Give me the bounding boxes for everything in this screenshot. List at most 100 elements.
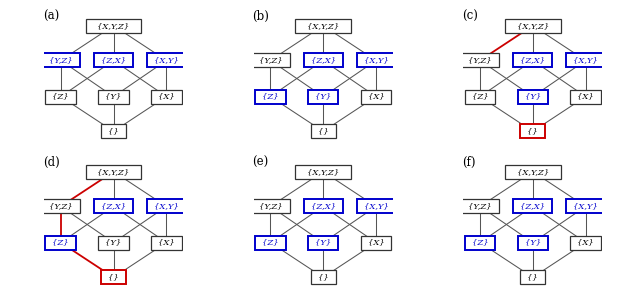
FancyBboxPatch shape <box>518 236 548 250</box>
FancyBboxPatch shape <box>520 124 545 138</box>
Text: {Y}: {Y} <box>106 93 122 101</box>
Text: {Z}: {Z} <box>52 93 69 101</box>
FancyBboxPatch shape <box>101 124 126 138</box>
Text: (d): (d) <box>43 156 60 170</box>
Text: {}: {} <box>318 127 328 135</box>
Text: {Y,Z}: {Y,Z} <box>468 202 492 210</box>
Text: {Z}: {Z} <box>472 238 488 247</box>
FancyBboxPatch shape <box>251 200 290 213</box>
Text: {Y}: {Y} <box>525 238 541 247</box>
Text: {X,Y}: {X,Y} <box>154 202 179 210</box>
Text: {Z}: {Z} <box>262 238 278 247</box>
FancyBboxPatch shape <box>94 53 133 68</box>
FancyBboxPatch shape <box>310 124 336 138</box>
Text: {}: {} <box>108 127 119 135</box>
FancyBboxPatch shape <box>147 53 186 68</box>
FancyBboxPatch shape <box>251 53 290 68</box>
FancyBboxPatch shape <box>99 90 129 104</box>
Text: {Y}: {Y} <box>315 238 332 247</box>
FancyBboxPatch shape <box>151 236 182 250</box>
FancyBboxPatch shape <box>94 200 133 213</box>
Text: {Y}: {Y} <box>315 93 332 101</box>
Text: {X}: {X} <box>367 93 385 101</box>
FancyBboxPatch shape <box>566 200 605 213</box>
FancyBboxPatch shape <box>255 236 285 250</box>
FancyBboxPatch shape <box>520 270 545 284</box>
FancyBboxPatch shape <box>310 270 336 284</box>
FancyBboxPatch shape <box>570 236 601 250</box>
Text: (c): (c) <box>462 11 478 23</box>
Text: {X,Y,Z}: {X,Y,Z} <box>97 168 130 176</box>
Text: {}: {} <box>108 273 119 281</box>
FancyBboxPatch shape <box>101 270 126 284</box>
Text: {}: {} <box>318 273 328 281</box>
Text: {}: {} <box>527 273 538 281</box>
FancyBboxPatch shape <box>461 200 499 213</box>
Text: (a): (a) <box>43 11 59 23</box>
FancyBboxPatch shape <box>42 53 80 68</box>
Text: {Y,Z}: {Y,Z} <box>49 202 72 210</box>
Text: (e): (e) <box>252 156 269 170</box>
FancyBboxPatch shape <box>513 53 552 68</box>
FancyBboxPatch shape <box>308 90 339 104</box>
FancyBboxPatch shape <box>505 165 561 178</box>
Text: (b): (b) <box>252 11 269 23</box>
FancyBboxPatch shape <box>304 200 342 213</box>
Text: (f): (f) <box>462 156 476 170</box>
FancyBboxPatch shape <box>356 53 396 68</box>
FancyBboxPatch shape <box>304 53 342 68</box>
FancyBboxPatch shape <box>147 200 186 213</box>
Text: {X,Y}: {X,Y} <box>364 202 388 210</box>
FancyBboxPatch shape <box>465 90 495 104</box>
Text: {X,Y}: {X,Y} <box>364 56 388 64</box>
FancyBboxPatch shape <box>461 53 499 68</box>
Text: {Y,Z}: {Y,Z} <box>259 202 282 210</box>
Text: {Y,Z}: {Y,Z} <box>259 56 282 64</box>
FancyBboxPatch shape <box>45 90 76 104</box>
Text: {Z}: {Z} <box>52 238 69 247</box>
FancyBboxPatch shape <box>151 90 182 104</box>
FancyBboxPatch shape <box>42 200 80 213</box>
Text: {X,Y,Z}: {X,Y,Z} <box>516 168 549 176</box>
Text: {X,Y}: {X,Y} <box>573 202 598 210</box>
Text: {Z,X}: {Z,X} <box>520 202 545 210</box>
Text: {Z,X}: {Z,X} <box>101 202 126 210</box>
FancyBboxPatch shape <box>99 236 129 250</box>
FancyBboxPatch shape <box>465 236 495 250</box>
Text: {}: {} <box>527 127 538 135</box>
Text: {X,Y}: {X,Y} <box>573 56 598 64</box>
Text: {X}: {X} <box>577 238 594 247</box>
Text: {Z,X}: {Z,X} <box>310 202 336 210</box>
Text: {Z,X}: {Z,X} <box>310 56 336 64</box>
FancyBboxPatch shape <box>513 200 552 213</box>
Text: {Z}: {Z} <box>472 93 488 101</box>
Text: {Z,X}: {Z,X} <box>520 56 545 64</box>
Text: {X,Y,Z}: {X,Y,Z} <box>307 22 339 30</box>
FancyBboxPatch shape <box>518 90 548 104</box>
FancyBboxPatch shape <box>255 90 285 104</box>
FancyBboxPatch shape <box>86 19 141 33</box>
Text: {X,Y}: {X,Y} <box>154 56 179 64</box>
FancyBboxPatch shape <box>308 236 339 250</box>
FancyBboxPatch shape <box>86 165 141 178</box>
FancyBboxPatch shape <box>361 90 391 104</box>
Text: {X}: {X} <box>577 93 594 101</box>
FancyBboxPatch shape <box>566 53 605 68</box>
FancyBboxPatch shape <box>570 90 601 104</box>
Text: {X}: {X} <box>158 238 175 247</box>
FancyBboxPatch shape <box>296 165 351 178</box>
Text: {Y}: {Y} <box>106 238 122 247</box>
FancyBboxPatch shape <box>356 200 396 213</box>
Text: {X,Y,Z}: {X,Y,Z} <box>516 22 549 30</box>
FancyBboxPatch shape <box>361 236 391 250</box>
Text: {X,Y,Z}: {X,Y,Z} <box>307 168 339 176</box>
Text: {Y,Z}: {Y,Z} <box>468 56 492 64</box>
Text: {Z,X}: {Z,X} <box>101 56 126 64</box>
Text: {X}: {X} <box>367 238 385 247</box>
Text: {X}: {X} <box>158 93 175 101</box>
Text: {X,Y,Z}: {X,Y,Z} <box>97 22 130 30</box>
Text: {Z}: {Z} <box>262 93 278 101</box>
Text: {Y,Z}: {Y,Z} <box>49 56 72 64</box>
FancyBboxPatch shape <box>296 19 351 33</box>
FancyBboxPatch shape <box>505 19 561 33</box>
